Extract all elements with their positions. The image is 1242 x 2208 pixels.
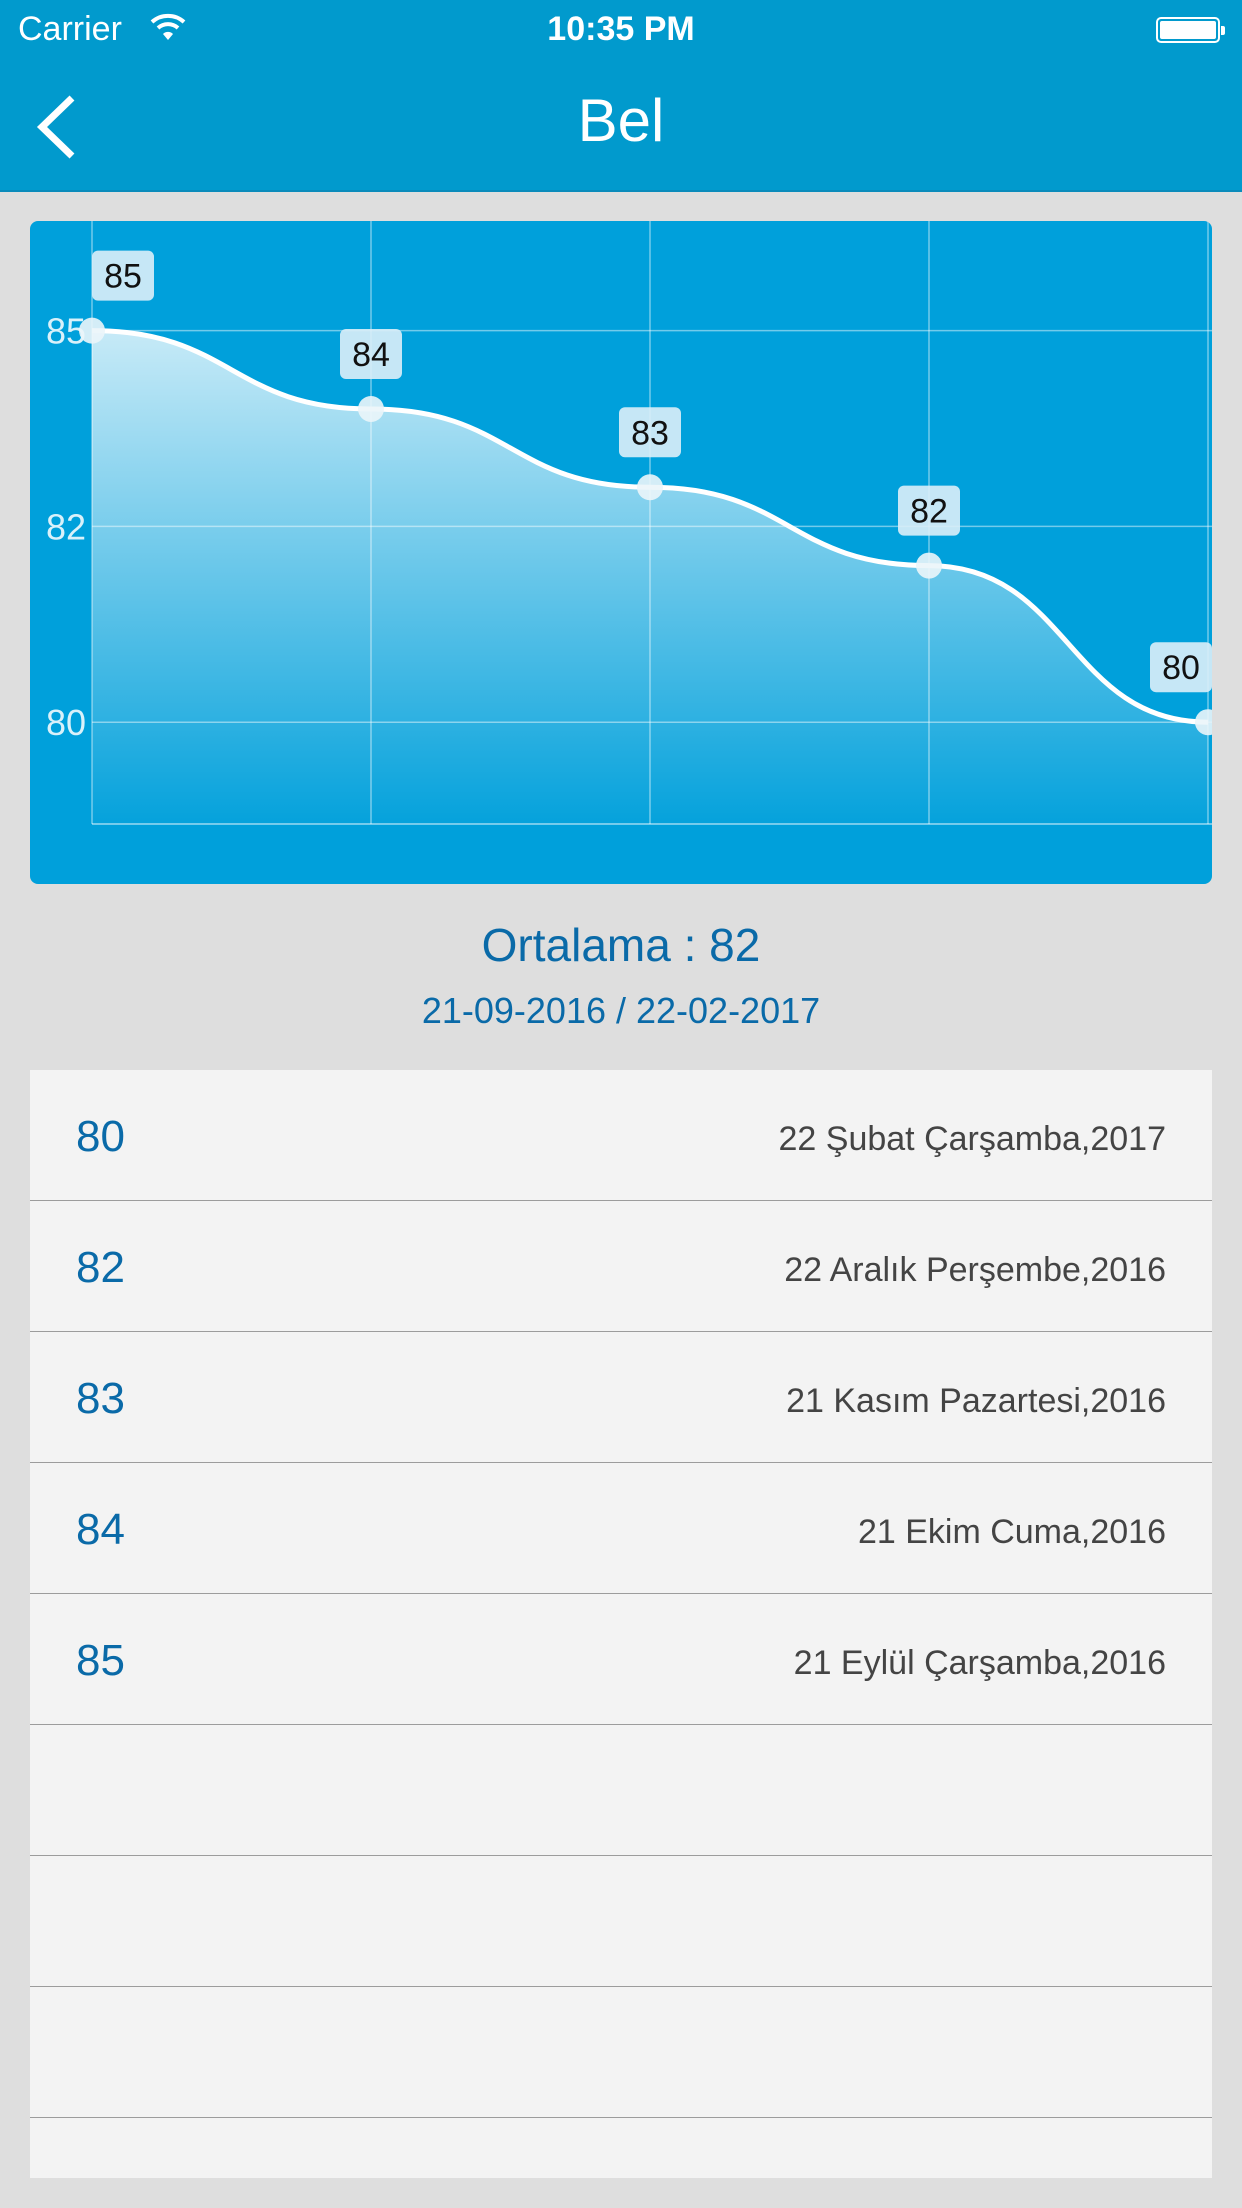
data-label-box bbox=[340, 328, 402, 379]
empty-row bbox=[30, 1725, 1212, 1856]
clock: 10:35 PM bbox=[547, 10, 695, 48]
data-point bbox=[1195, 709, 1212, 736]
data-label-box bbox=[1150, 642, 1212, 693]
list-item[interactable]: 80 22 Şubat Çarşamba,2017 bbox=[30, 1070, 1212, 1201]
entry-value: 84 bbox=[76, 1505, 125, 1554]
data-label: 85 bbox=[104, 258, 142, 296]
entries-list: 80 22 Şubat Çarşamba,2017 82 22 Aralık Per… bbox=[30, 1070, 1212, 2178]
data-point bbox=[916, 552, 942, 579]
entry-date: 22 Şubat Çarşamba,2017 bbox=[778, 1120, 1166, 1158]
page-title: Bel bbox=[577, 87, 665, 154]
list-item[interactable]: 83 21 Kasım Pazartesi,2016 bbox=[30, 1332, 1212, 1463]
data-label: 80 bbox=[1162, 649, 1200, 687]
y-tick-label: 80 bbox=[46, 702, 86, 743]
data-label-box bbox=[898, 485, 960, 536]
entry-value: 82 bbox=[76, 1243, 125, 1292]
status-bar: Carrier 10:35 PM bbox=[0, 0, 1242, 62]
data-label: 83 bbox=[631, 414, 669, 452]
average-label: Ortalama : 82 bbox=[481, 919, 761, 971]
list-item[interactable]: 84 21 Ekim Cuma,2016 bbox=[30, 1463, 1212, 1594]
area-fill bbox=[92, 330, 1208, 824]
entry-value: 80 bbox=[76, 1112, 125, 1161]
entry-date: 21 Kasım Pazartesi,2016 bbox=[786, 1382, 1166, 1420]
y-tick-label: 82 bbox=[46, 506, 86, 547]
list-item[interactable]: 85 21 Eylül Çarşamba,2016 bbox=[30, 1594, 1212, 1725]
back-button[interactable] bbox=[30, 92, 90, 162]
empty-row bbox=[30, 1987, 1212, 2118]
wifi-icon bbox=[150, 13, 186, 40]
date-range-label: 21-09-2016 / 22-02-2017 bbox=[421, 990, 821, 1031]
entry-date: 22 Aralık Perşembe,2016 bbox=[784, 1251, 1166, 1289]
entry-value: 85 bbox=[76, 1636, 125, 1685]
data-point bbox=[637, 474, 663, 501]
chart-card: 85 82 80 85 84 83 82 80 bbox=[30, 221, 1212, 884]
carrier-label: Carrier bbox=[18, 10, 122, 48]
data-point bbox=[358, 395, 384, 422]
battery-icon bbox=[1156, 17, 1225, 43]
data-point bbox=[79, 317, 105, 344]
data-label-box bbox=[92, 250, 154, 301]
entry-value: 83 bbox=[76, 1374, 125, 1423]
data-label: 84 bbox=[352, 336, 390, 374]
list-item[interactable]: 82 22 Aralık Perşembe,2016 bbox=[30, 1201, 1212, 1332]
data-label-box bbox=[619, 407, 681, 458]
entry-date: 21 Eylül Çarşamba,2016 bbox=[793, 1644, 1166, 1682]
data-label: 82 bbox=[910, 493, 948, 531]
entry-date: 21 Ekim Cuma,2016 bbox=[857, 1513, 1166, 1551]
nav-bar: Carrier 10:35 PM Bel bbox=[0, 0, 1242, 192]
empty-row bbox=[30, 1856, 1212, 1987]
